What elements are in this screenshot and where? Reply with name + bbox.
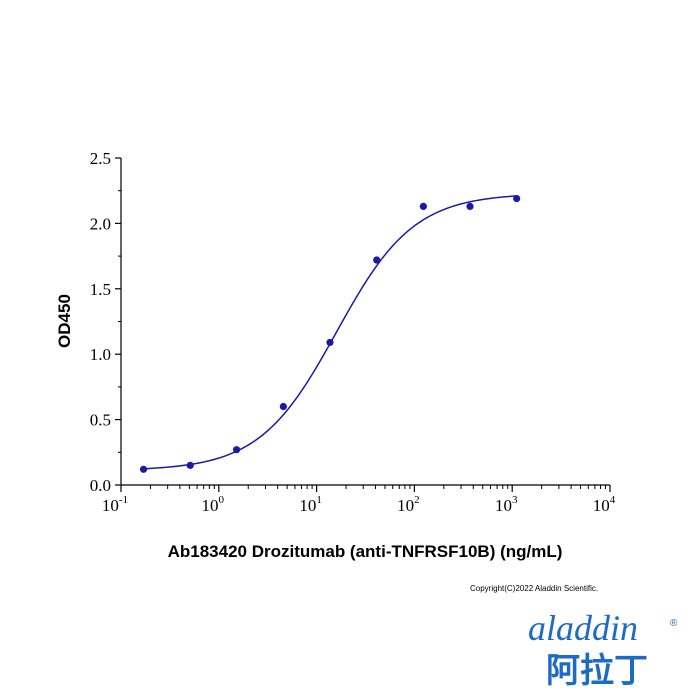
data-point (139, 465, 148, 473)
y-axis-ticks: 0.0 0.5 1.0 1.5 2.0 2.5 (90, 149, 121, 495)
y-axis-title: OD450 (55, 294, 74, 348)
fit-curve (143, 195, 517, 470)
x-axis-ticks: 10-1 100 101 102 103 104 (102, 485, 616, 515)
x-axis-title: Ab183420 Drozitumab (anti-TNFRSF10B) (ng… (168, 542, 563, 561)
y-tick-label: 0.0 (90, 476, 111, 495)
y-tick-label: 0.5 (90, 411, 111, 430)
y-tick-label: 2.0 (90, 214, 111, 233)
x-tick-label: 104 (593, 494, 616, 515)
logo-latin-text: aladdin (528, 608, 638, 648)
aladdin-logo: aladdin ® 阿拉丁 (528, 608, 678, 691)
data-point (326, 338, 334, 347)
x-tick-label: 102 (397, 494, 420, 515)
logo-chinese-text: 阿拉丁 (546, 651, 648, 691)
registered-mark: ® (670, 618, 678, 629)
y-tick-label: 1.5 (90, 280, 111, 299)
axes (120, 158, 610, 486)
data-point (373, 256, 381, 264)
data-point (232, 446, 241, 454)
y-tick-label: 1.0 (90, 345, 111, 364)
data-point (279, 402, 287, 411)
x-tick-label: 103 (495, 494, 518, 515)
x-tick-label: 10-1 (102, 494, 128, 515)
x-tick-label: 101 (299, 494, 322, 515)
data-points (139, 194, 521, 473)
x-tick-label: 100 (202, 494, 225, 515)
data-point (419, 202, 427, 210)
copyright-text: Copyright(C)2022 Aladdin Scientific. (470, 584, 599, 593)
data-point (466, 202, 474, 210)
data-point (186, 461, 194, 469)
data-point (513, 194, 521, 203)
y-tick-label: 2.5 (90, 149, 111, 168)
